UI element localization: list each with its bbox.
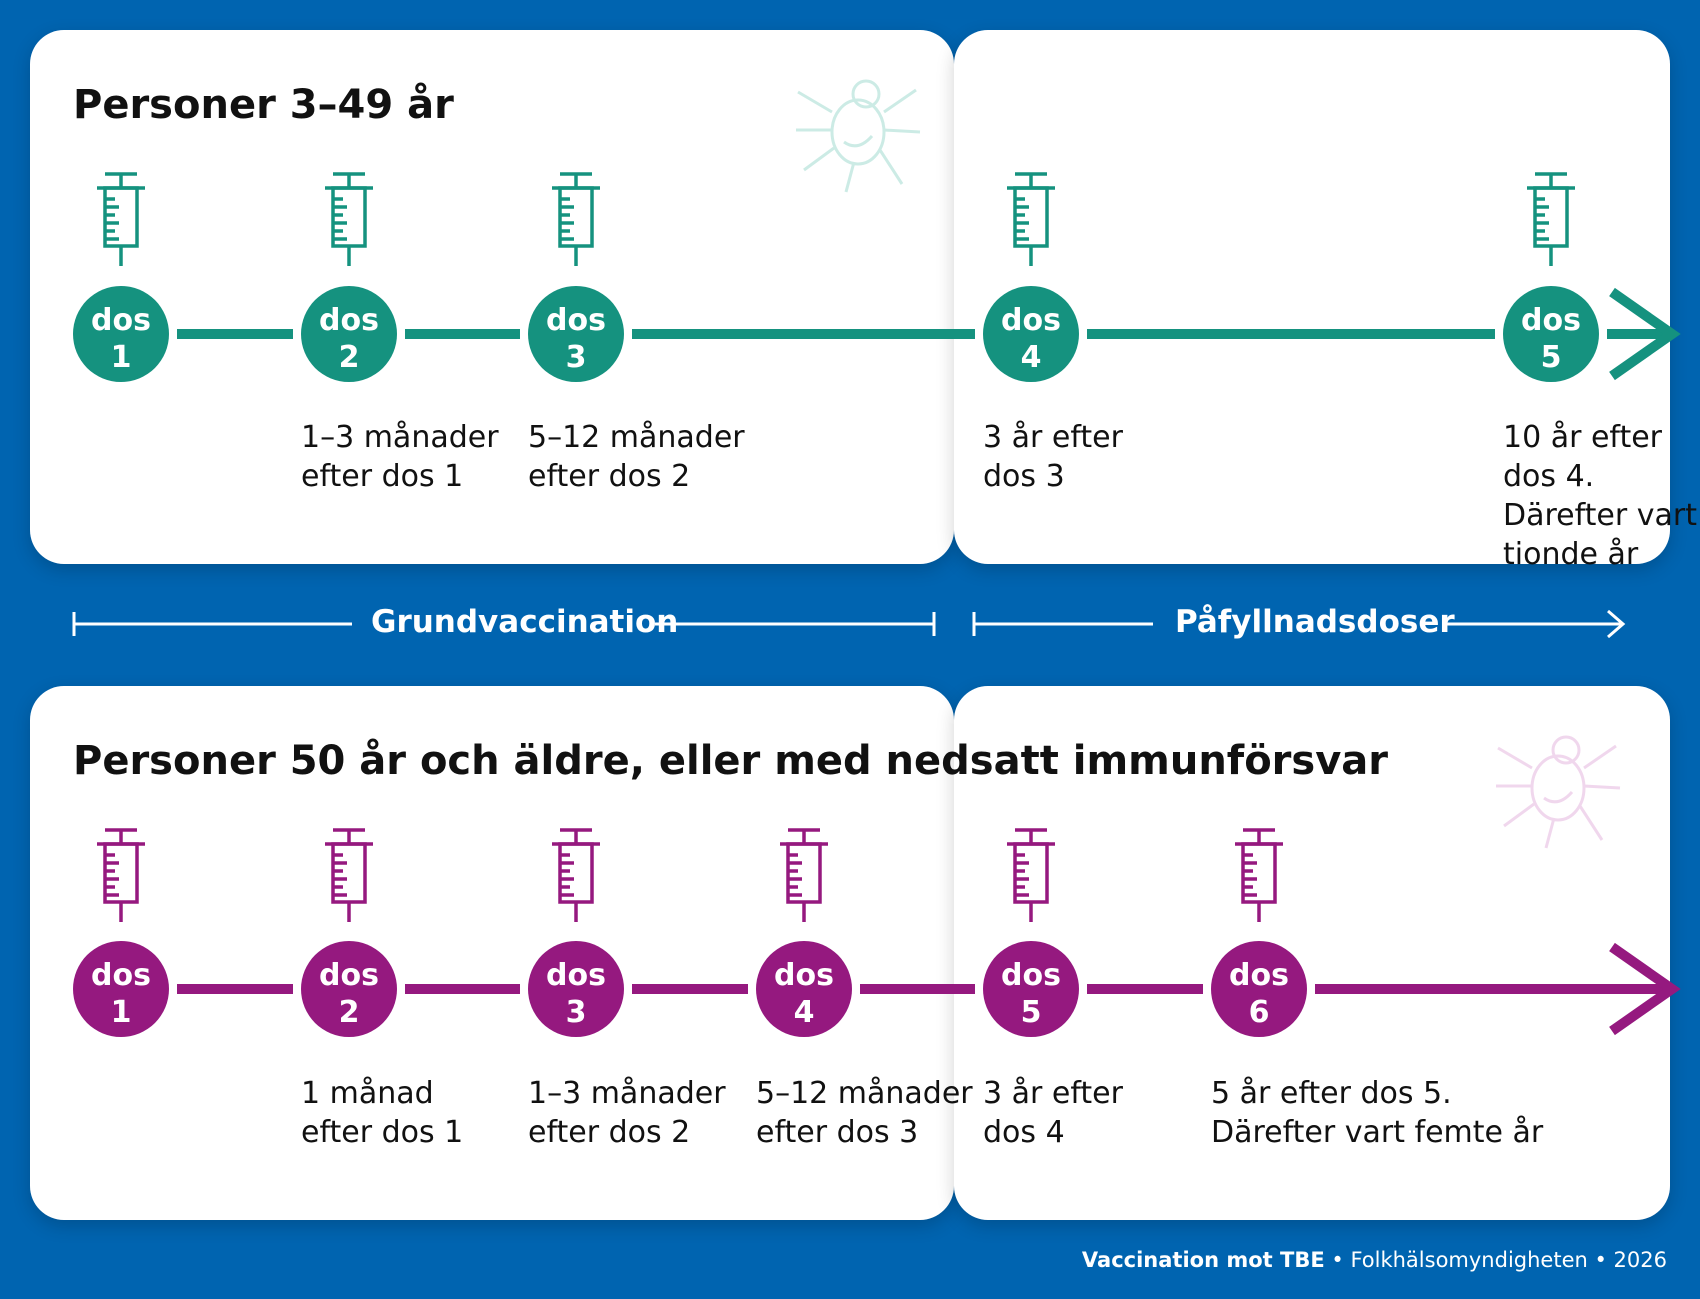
row2-dose-word: dos — [546, 958, 606, 993]
row1-dose-4-label: 3 år efter dos 3 — [983, 420, 1123, 494]
syringe-icon — [1235, 828, 1283, 922]
row1-dose-3-label: 5–12 månader efter dos 2 — [528, 420, 745, 494]
row1-dose-word: dos — [319, 303, 379, 338]
arrow-right-icon — [1607, 609, 1626, 639]
row2-dose-number: 3 — [566, 995, 587, 1030]
arrow-right-icon — [1609, 942, 1681, 1036]
row1-dose-word: dos — [1521, 303, 1581, 338]
row2-dose-3-label: 1–3 månader efter dos 2 — [528, 1076, 726, 1150]
row2-dose-number: 5 — [1021, 995, 1042, 1030]
row1-dose-circle — [73, 286, 169, 382]
row1-dose-word: dos — [1001, 303, 1061, 338]
syringe-icon — [325, 828, 373, 922]
row2-dose-word: dos — [319, 958, 379, 993]
row1-dose-number: 4 — [1021, 340, 1042, 375]
footer-org: Folkhälsomyndigheten — [1350, 1248, 1588, 1272]
phase-booster-label: Påfyllnadsdoser — [1175, 604, 1455, 640]
row2-dose-circle — [756, 941, 852, 1037]
row1-dose-number: 5 — [1541, 340, 1562, 375]
row2-dose-2-label: 1 månad efter dos 1 — [301, 1076, 464, 1150]
row2-dose-number: 6 — [1249, 995, 1270, 1030]
row1-dose-circle — [301, 286, 397, 382]
syringe-icon — [97, 172, 145, 266]
row2-dose-circle — [73, 941, 169, 1037]
row2-dose-circle — [983, 941, 1079, 1037]
row1-dose-word: dos — [91, 303, 151, 338]
footer-year: 2026 — [1613, 1248, 1667, 1272]
row2-dose-word: dos — [91, 958, 151, 993]
footer-title: Vaccination mot TBE — [1081, 1248, 1325, 1272]
row1-dose-number: 3 — [566, 340, 587, 375]
row1-dose-circle — [1503, 286, 1599, 382]
row1-dose-word: dos — [546, 303, 606, 338]
tick-icon — [1496, 735, 1621, 849]
card-row1-primary — [30, 30, 954, 564]
syringe-icon — [1007, 172, 1055, 266]
row2-dose-number: 2 — [339, 995, 360, 1030]
row1-dose-number: 1 — [111, 340, 132, 375]
syringe-icon — [97, 828, 145, 922]
arrow-right-icon — [1609, 287, 1681, 381]
row1-dose-2-label: 1–3 månader efter dos 1 — [301, 420, 499, 494]
row2-dose-number: 1 — [111, 995, 132, 1030]
row2-dose-6-label: 5 år efter dos 5. Därefter vart femte år — [1211, 1076, 1544, 1150]
syringe-icon — [325, 172, 373, 266]
syringe-icon — [552, 828, 600, 922]
syringe-icon — [780, 828, 828, 922]
footer-sep-2: • — [1594, 1248, 1614, 1272]
syringe-icon — [1007, 828, 1055, 922]
row2-dose-circle — [1211, 941, 1307, 1037]
syringe-icon — [1527, 172, 1575, 266]
row2-dose-4-label: 5–12 månader efter dos 3 — [756, 1076, 973, 1150]
syringe-icon — [552, 172, 600, 266]
row1-dose-circle — [983, 286, 1079, 382]
card-row2-booster — [954, 686, 1670, 1220]
row2-dose-word: dos — [774, 958, 834, 993]
phase-primary-label: Grundvaccination — [371, 604, 679, 640]
row2-dose-circle — [528, 941, 624, 1037]
footer: Vaccination mot TBE • Folkhälsomyndighet… — [1082, 1248, 1667, 1272]
row2-dose-number: 4 — [794, 995, 815, 1030]
row1-dose-number: 2 — [339, 340, 360, 375]
row2-title: Personer 50 år och äldre, eller med neds… — [73, 738, 1388, 784]
row1-title: Personer 3–49 år — [73, 82, 454, 128]
footer-sep-1: • — [1331, 1248, 1351, 1272]
row1-dose-5-label: 10 år efter dos 4. Därefter vart tionde … — [1503, 420, 1697, 572]
row2-dose-word: dos — [1229, 958, 1289, 993]
tick-icon — [796, 79, 921, 193]
row1-dose-circle — [528, 286, 624, 382]
row2-dose-5-label: 3 år efter dos 4 — [983, 1076, 1123, 1150]
row2-dose-word: dos — [1001, 958, 1061, 993]
row2-dose-circle — [301, 941, 397, 1037]
